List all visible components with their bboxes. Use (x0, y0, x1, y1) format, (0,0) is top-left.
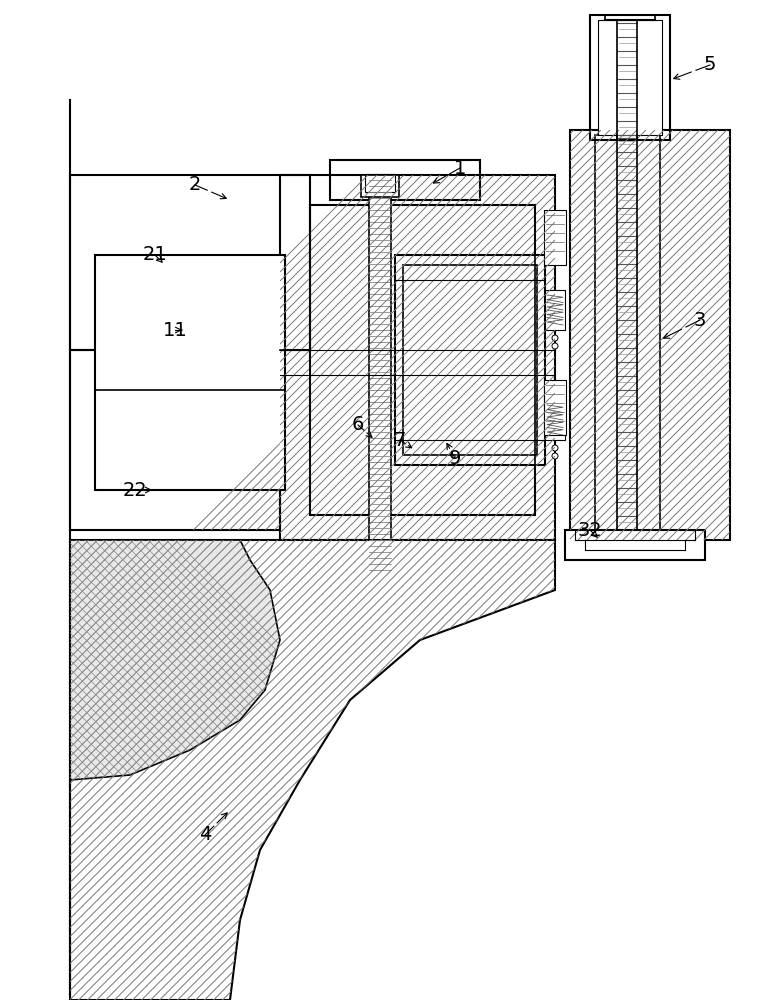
Text: 5: 5 (704, 55, 716, 75)
Text: 11: 11 (163, 320, 188, 340)
Circle shape (552, 453, 558, 459)
Text: 21: 21 (143, 245, 167, 264)
Bar (544, 380, 566, 435)
Polygon shape (70, 540, 280, 780)
Bar (369, 175, 391, 580)
Bar (545, 400, 565, 440)
Text: 6: 6 (352, 416, 364, 434)
Bar (95, 255, 285, 490)
Bar (395, 255, 545, 465)
Bar (545, 290, 565, 330)
Bar (570, 130, 730, 540)
Text: 9: 9 (449, 448, 461, 468)
Bar (565, 530, 705, 560)
Bar (598, 20, 662, 135)
Text: 22: 22 (122, 481, 147, 499)
Circle shape (552, 445, 558, 451)
Bar (590, 15, 670, 140)
Bar (330, 160, 480, 200)
Text: 7: 7 (394, 430, 406, 450)
Text: 3: 3 (694, 310, 706, 330)
Bar (280, 175, 555, 540)
Text: 1: 1 (454, 158, 467, 178)
Circle shape (552, 343, 558, 349)
Bar (595, 135, 660, 530)
Bar (365, 174, 395, 192)
Circle shape (552, 335, 558, 341)
Bar (310, 205, 535, 515)
Bar (403, 265, 537, 455)
Bar (544, 210, 566, 265)
Text: 4: 4 (199, 826, 211, 844)
Text: 32: 32 (577, 520, 602, 540)
Text: 2: 2 (189, 176, 202, 194)
Polygon shape (70, 540, 555, 1000)
Bar (70, 350, 280, 530)
Bar (361, 175, 399, 197)
Bar (70, 175, 310, 350)
